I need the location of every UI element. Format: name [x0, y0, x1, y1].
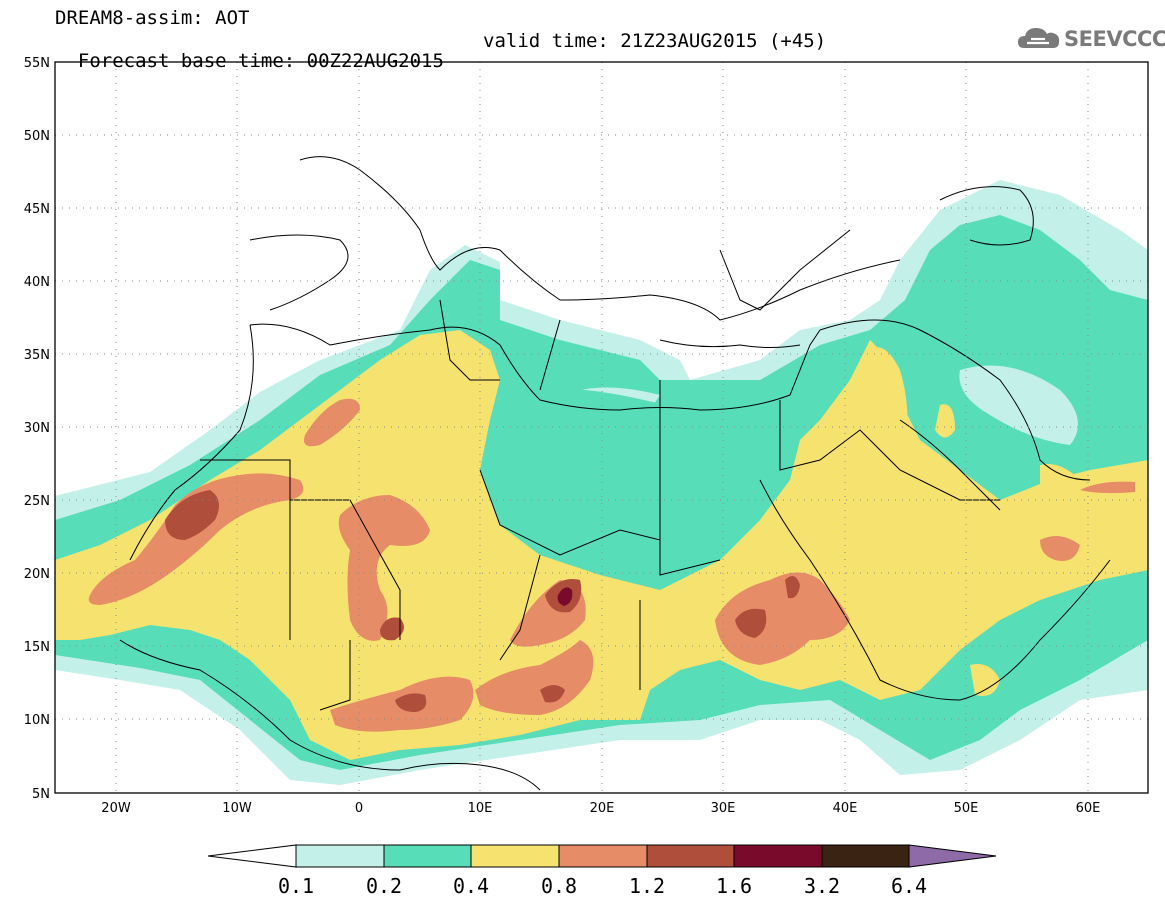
lat-label: 50N: [24, 129, 50, 144]
colorbar-label: 6.4: [891, 874, 927, 898]
forecast-base-time: Forecast base time: 00Z22AUG2015 valid t…: [55, 31, 826, 91]
lat-label: 55N: [24, 56, 50, 71]
seevccc-logo: SEEVCCC: [1016, 24, 1165, 54]
colorbar-segment: [646, 844, 735, 868]
lon-labels: 20W 10W 0 10E 20E 30E 40E 50E 60E: [101, 801, 1100, 816]
coastlines: [119, 156, 1111, 791]
colorbar-segment: [733, 844, 823, 868]
lon-label: 0: [355, 801, 363, 816]
lon-label: 50E: [954, 801, 979, 816]
colorbar-label: 0.1: [278, 874, 314, 898]
colorbar-label: 0.2: [366, 874, 402, 898]
colorbar: [207, 844, 997, 868]
lat-label: 25N: [24, 494, 50, 509]
lon-label: 20W: [101, 801, 131, 816]
aot-level-0.4-arabia: [858, 347, 1080, 696]
colorbar-label: 0.8: [541, 874, 577, 898]
colorbar-segment: [383, 844, 472, 868]
lat-label: 10N: [24, 713, 50, 728]
colorbar-segment: [470, 844, 560, 868]
map-grid: [55, 62, 1148, 793]
lon-label: 60E: [1076, 801, 1101, 816]
lat-label: 5N: [32, 787, 50, 802]
cloud-logo-icon: [1018, 28, 1060, 48]
lat-label: 35N: [24, 348, 50, 363]
map-title: DREAM8-assim: AOT: [55, 7, 250, 29]
logo-text: SEEVCCC: [1064, 27, 1165, 51]
lat-label: 20N: [24, 567, 50, 582]
lat-label: 15N: [24, 640, 50, 655]
lon-label: 10W: [222, 801, 252, 816]
lat-labels: 55N 50N 45N 40N 35N 30N 25N 20N 15N 10N …: [24, 56, 50, 802]
lat-label: 45N: [24, 202, 50, 217]
colorbar-label: 1.6: [716, 874, 752, 898]
colorbar-labels: 0.1 0.2 0.4 0.8 1.2 1.6 3.2 6.4: [278, 874, 927, 898]
colorbar-label: 3.2: [804, 874, 840, 898]
colorbar-label: 0.4: [453, 874, 489, 898]
colorbar-label: 1.2: [629, 874, 665, 898]
colorbar-segment-below: [207, 844, 297, 868]
lon-label: 40E: [833, 801, 858, 816]
colorbar-segment-above: [908, 844, 997, 868]
lon-label: 10E: [468, 801, 493, 816]
lon-label: 30E: [711, 801, 736, 816]
colorbar-segment: [821, 844, 910, 868]
aot-level-1.6: [557, 587, 573, 606]
lat-label: 40N: [24, 275, 50, 290]
aot-level-0.2-wedge: [493, 388, 770, 576]
base-time-text: Forecast base time: 00Z22AUG2015: [77, 50, 444, 72]
lon-label: 20E: [590, 801, 615, 816]
valid-time-text: valid time: 21Z23AUG2015 (+45): [483, 30, 827, 52]
lat-label: 30N: [24, 421, 50, 436]
colorbar-segment: [295, 844, 385, 868]
colorbar-segment: [558, 844, 648, 868]
map-frame: [54, 61, 1149, 794]
